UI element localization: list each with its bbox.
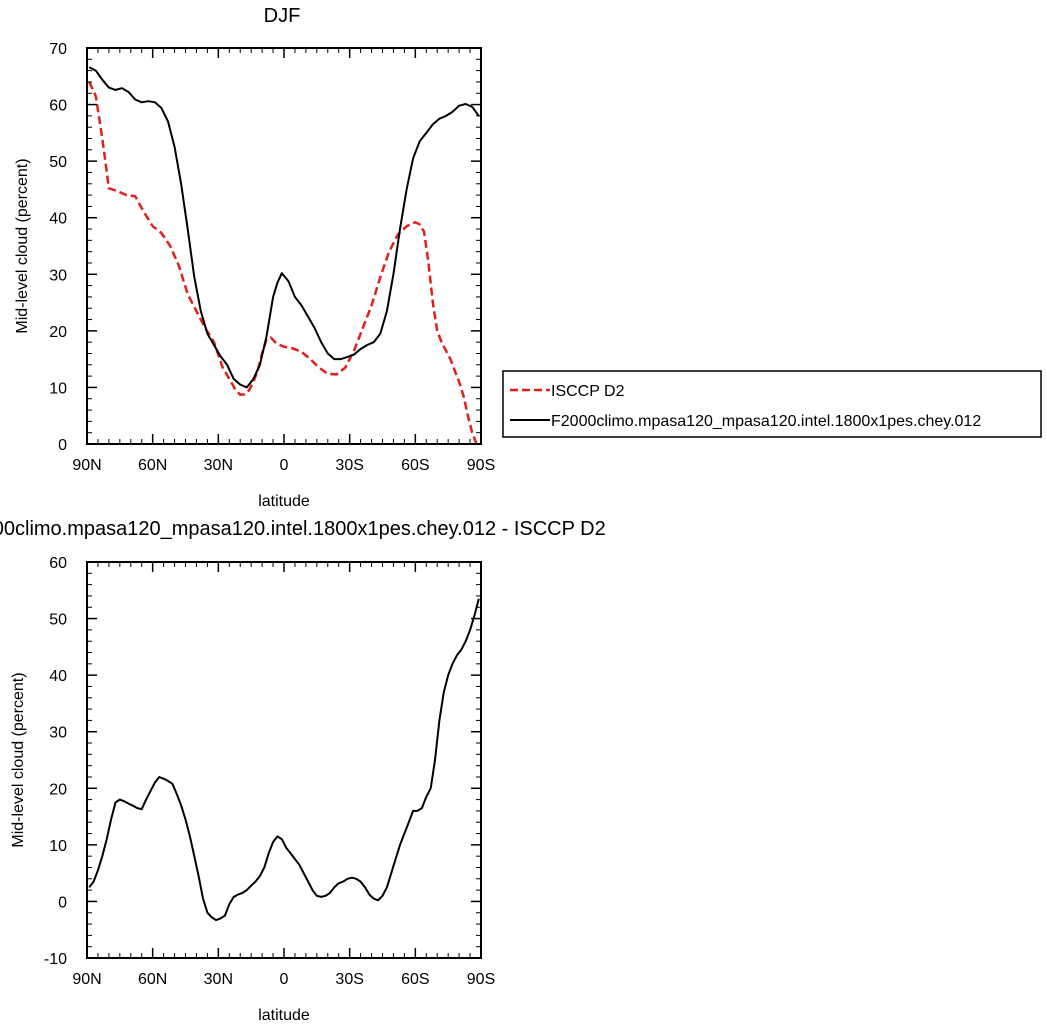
chart-bottom-series (88, 598, 480, 922)
x-tick-label: 30N (204, 971, 233, 988)
x-tick-label: 90S (467, 457, 495, 474)
series-line-difference (88, 598, 480, 922)
x-tick-label: 30S (335, 457, 363, 474)
chart-top-y-tick-labels: 0 10 20 30 40 50 60 70 (49, 41, 67, 454)
legend-label-model: F2000climo.mpasa120_mpasa120.intel.1800x… (551, 413, 981, 430)
series-line-isccp (88, 81, 478, 445)
y-tick-label: -10 (44, 951, 67, 968)
legend: ISCCP D2 F2000climo.mpasa120_mpasa120.in… (502, 370, 1042, 438)
chart-top-series (88, 66, 480, 445)
y-tick-label: 0 (58, 437, 67, 454)
y-tick-label: 30 (49, 725, 67, 742)
chart-top-frame (86, 47, 482, 445)
legend-label-isccp: ISCCP D2 (551, 383, 625, 400)
y-tick-label: 50 (49, 612, 67, 629)
x-tick-label: 0 (280, 971, 289, 988)
series-line-model (88, 66, 480, 389)
y-tick-label: 10 (49, 838, 67, 855)
x-tick-label: 0 (280, 457, 289, 474)
chart-top-x-tick-labels: 90N 60N 30N 0 30S 60S 90S (72, 457, 495, 474)
chart-bottom-frame (86, 561, 482, 959)
chart-top-ticks (86, 47, 482, 445)
chart-bottom-ticks (86, 561, 482, 959)
y-tick-label: 0 (58, 894, 67, 911)
y-tick-label: 70 (49, 41, 67, 58)
chart-bottom-title: F2000climo.mpasa120_mpasa120.intel.1800x… (0, 518, 606, 540)
chart-bottom-y-axis-label: Mid-level cloud (percent) (10, 672, 27, 847)
y-tick-label: 60 (49, 98, 67, 115)
y-tick-label: 50 (49, 154, 67, 171)
x-tick-label: 60N (138, 457, 167, 474)
chart-top-y-axis-label: Mid-level cloud (percent) (14, 158, 31, 333)
legend-box (502, 370, 1042, 438)
chart-top-title: DJF (264, 5, 301, 27)
y-tick-label: 20 (49, 781, 67, 798)
chart-top-x-axis-label: latitude (258, 493, 310, 510)
y-tick-label: 40 (49, 211, 67, 228)
x-tick-label: 90N (72, 971, 101, 988)
x-tick-label: 90S (467, 971, 495, 988)
x-tick-label: 60N (138, 971, 167, 988)
x-tick-label: 60S (401, 457, 429, 474)
x-tick-label: 60S (401, 971, 429, 988)
y-tick-label: 60 (49, 555, 67, 572)
y-tick-label: 10 (49, 380, 67, 397)
chart-bottom: F2000climo.mpasa120_mpasa120.intel.1800x… (0, 518, 606, 1024)
y-tick-label: 20 (49, 324, 67, 341)
y-tick-label: 40 (49, 668, 67, 685)
x-tick-label: 90N (72, 457, 101, 474)
x-tick-label: 30S (335, 971, 363, 988)
chart-bottom-x-axis-label: latitude (258, 1007, 310, 1024)
chart-top: DJF 90N 60N 30N 0 30S 60S 90S 010203040506070 … (14, 5, 1042, 510)
chart-bottom-x-tick-labels: 90N 60N 30N 0 30S 60S 90S (72, 971, 495, 988)
chart-bottom-y-tick-labels: -10 0 10 20 30 40 50 60 (44, 555, 67, 968)
y-tick-label: 30 (49, 267, 67, 284)
x-tick-label: 30N (204, 457, 233, 474)
